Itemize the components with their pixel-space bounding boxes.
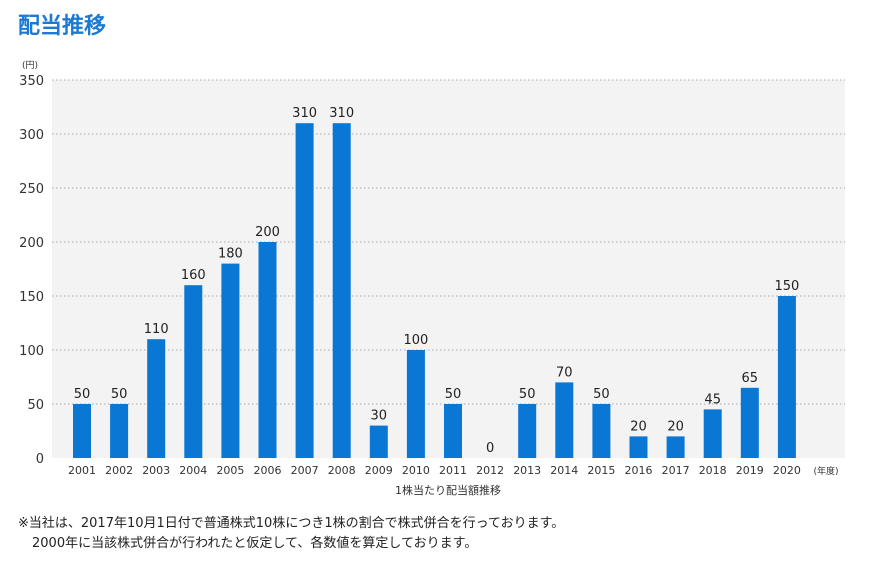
y-tick-label: 150: [19, 290, 44, 305]
bar: [444, 404, 462, 458]
footnote-line-1: ※当社は、2017年10月1日付で普通株式10株につき1株の割合で株式併合を行っ…: [18, 516, 565, 531]
data-label: 45: [704, 392, 721, 407]
bar: [592, 404, 611, 458]
data-label: 50: [111, 387, 128, 402]
data-label: 0: [486, 441, 494, 456]
x-tick-label: 2012: [476, 464, 504, 477]
x-tick-label: 2001: [68, 464, 96, 477]
data-label: 110: [144, 322, 169, 337]
data-label: 50: [445, 387, 462, 402]
y-tick-label: 350: [19, 74, 44, 89]
data-label: 180: [218, 247, 243, 262]
bar: [518, 404, 537, 458]
data-label: 50: [519, 387, 536, 402]
y-tick-label: 0: [36, 452, 44, 467]
x-tick-label: 2018: [699, 464, 727, 477]
bar: [740, 387, 759, 458]
x-tick-label: 2004: [179, 464, 207, 477]
data-label: 160: [181, 268, 206, 283]
bar: [406, 350, 425, 458]
bar: [332, 123, 351, 458]
bar: [703, 409, 722, 458]
x-tick-label: 2006: [254, 464, 282, 477]
x-tick-label: 2014: [550, 464, 578, 477]
x-tick-label: 2002: [105, 464, 133, 477]
data-label: 150: [774, 279, 799, 294]
data-label: 310: [292, 106, 317, 121]
bar: [73, 404, 91, 458]
bar: [629, 436, 648, 458]
footnote-line-2: 2000年に当該株式併合が行われたと仮定して、各数値を算定しております。: [32, 536, 478, 551]
bar: [369, 425, 388, 458]
x-tick-label: 2005: [216, 464, 244, 477]
x-tick-label: 2016: [625, 464, 653, 477]
x-tick-label: 2009: [365, 464, 393, 477]
y-tick-label: 300: [19, 128, 44, 143]
data-label: 100: [403, 333, 428, 348]
x-tick-label: 2010: [402, 464, 430, 477]
x-tick-label: 2019: [736, 464, 764, 477]
x-axis-label: 1株当たり配当額推移: [395, 483, 501, 497]
plot-area: [52, 80, 845, 458]
data-label: 200: [255, 225, 280, 240]
page-title: 配当推移: [18, 14, 107, 39]
x-tick-label: 2015: [587, 464, 615, 477]
footnote: ※当社は、2017年10月1日付で普通株式10株につき1株の割合で株式併合を行っ…: [18, 514, 564, 554]
data-label: 20: [630, 419, 647, 434]
y-tick-label: 250: [19, 182, 44, 197]
x-tick-label: 2003: [142, 464, 170, 477]
bar: [666, 436, 685, 458]
bar: [777, 296, 796, 458]
y-tick-label: 200: [19, 236, 44, 251]
bar: [184, 285, 203, 458]
data-label: 65: [742, 371, 759, 386]
data-label: 50: [74, 387, 91, 402]
x-tick-label: 2007: [291, 464, 319, 477]
data-label: 20: [667, 419, 684, 434]
bar: [295, 123, 314, 458]
bar: [258, 242, 277, 458]
bar: [147, 339, 166, 458]
data-label: 30: [371, 409, 388, 424]
data-label: 310: [329, 106, 354, 121]
x-tick-label: 2008: [328, 464, 356, 477]
bar: [221, 263, 240, 458]
x-axis-unit: (年度): [813, 465, 838, 477]
y-tick-label: 100: [19, 344, 44, 359]
x-tick-label: 2020: [773, 464, 801, 477]
x-tick-label: 2011: [439, 464, 467, 477]
x-tick-label: 2017: [662, 464, 690, 477]
y-tick-label: 50: [27, 398, 44, 413]
data-label: 50: [593, 387, 610, 402]
x-tick-label: 2013: [513, 464, 541, 477]
data-label: 70: [556, 365, 573, 380]
bar: [555, 382, 574, 458]
dividend-bar-chart: 050100150200250300350(円)5020015020021102…: [19, 60, 845, 497]
y-axis-unit: (円): [22, 60, 38, 71]
bar: [110, 404, 129, 458]
